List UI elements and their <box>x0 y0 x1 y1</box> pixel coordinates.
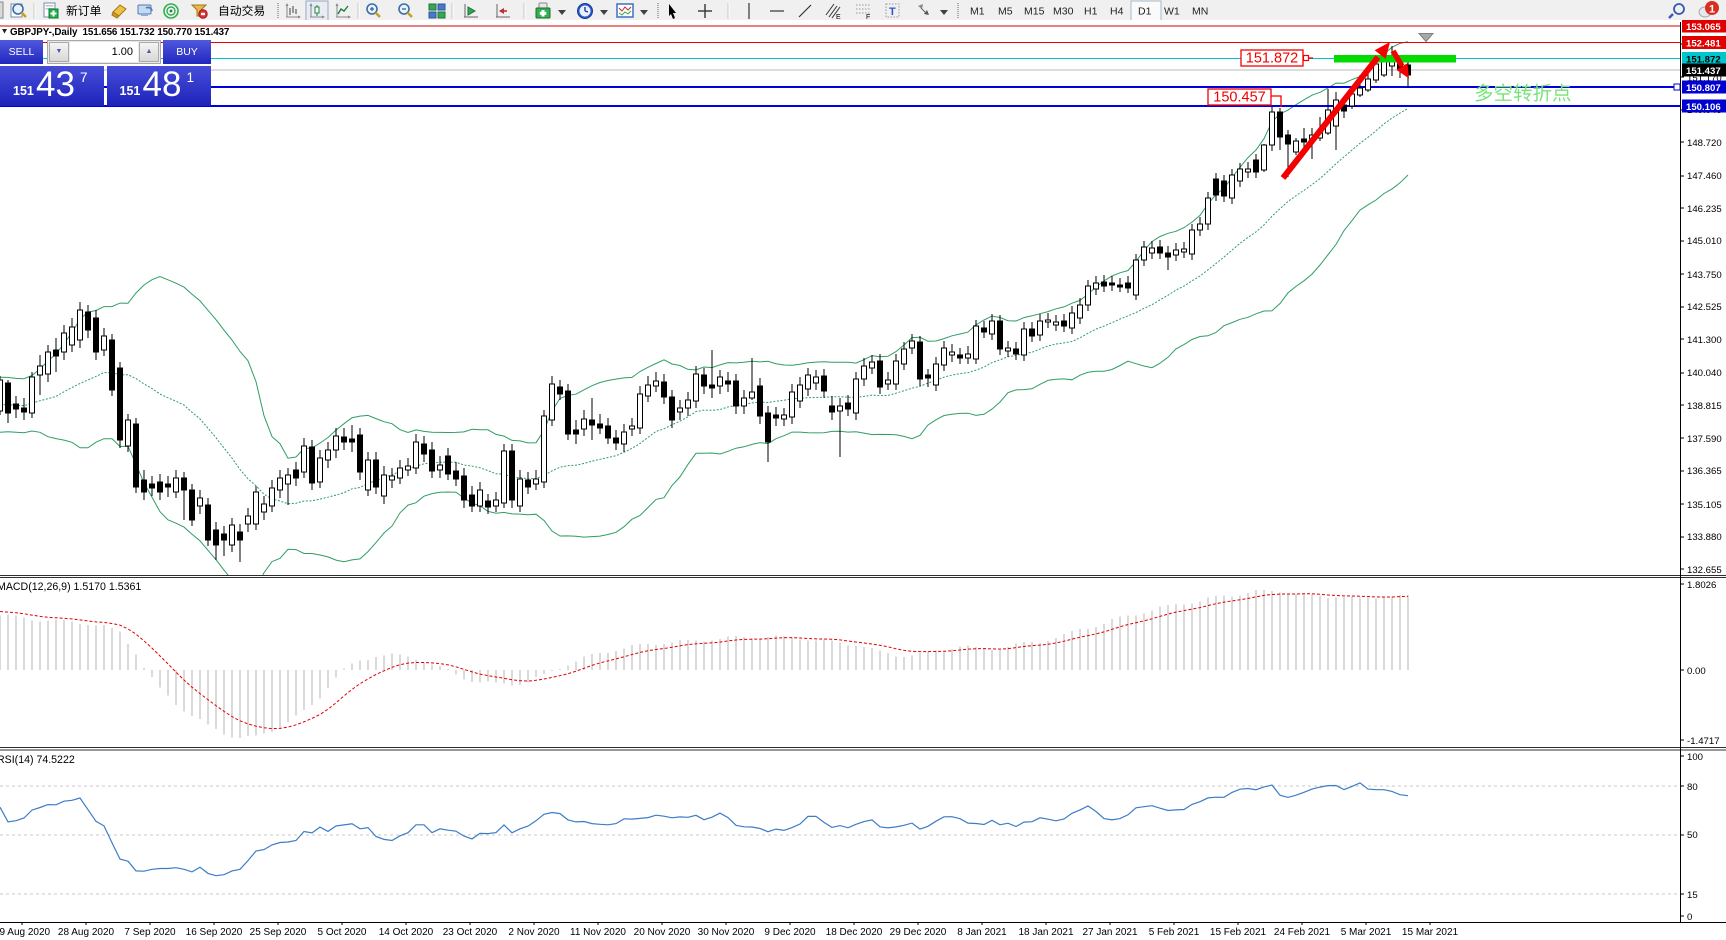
svg-text:16 Sep 2020: 16 Sep 2020 <box>186 927 243 938</box>
svg-text:M15: M15 <box>1024 6 1045 18</box>
svg-text:14 Oct 2020: 14 Oct 2020 <box>379 927 434 938</box>
svg-text:133.880: 133.880 <box>1687 532 1722 543</box>
svg-text:150.457: 150.457 <box>1213 90 1265 106</box>
svg-text:1: 1 <box>1709 4 1715 16</box>
svg-text:25 Sep 2020: 25 Sep 2020 <box>250 927 307 938</box>
svg-text:-1.4717: -1.4717 <box>1687 736 1720 747</box>
svg-text:M1: M1 <box>970 6 985 18</box>
svg-text:M5: M5 <box>998 6 1013 18</box>
svg-text:29 Dec 2020: 29 Dec 2020 <box>890 927 947 938</box>
svg-text:0.00: 0.00 <box>1687 666 1706 677</box>
svg-text:GBPJPY-,Daily 151.656 151.732: GBPJPY-,Daily 151.656 151.732 150.770 15… <box>10 27 230 38</box>
svg-text:18 Dec 2020: 18 Dec 2020 <box>826 927 883 938</box>
svg-text:5 Mar 2021: 5 Mar 2021 <box>1341 927 1392 938</box>
svg-text:H4: H4 <box>1110 6 1124 18</box>
svg-text:30 Nov 2020: 30 Nov 2020 <box>698 927 755 938</box>
svg-text:151.872: 151.872 <box>1686 54 1721 65</box>
svg-text:150.807: 150.807 <box>1686 83 1721 94</box>
svg-text:2 Nov 2020: 2 Nov 2020 <box>508 927 560 938</box>
svg-text:H1: H1 <box>1084 6 1098 18</box>
svg-text:147.460: 147.460 <box>1687 171 1722 182</box>
svg-text:20 Nov 2020: 20 Nov 2020 <box>634 927 691 938</box>
svg-text:132.655: 132.655 <box>1687 565 1722 576</box>
svg-text:28 Aug 2020: 28 Aug 2020 <box>58 927 115 938</box>
svg-text:135.105: 135.105 <box>1687 500 1722 511</box>
svg-text:148.720: 148.720 <box>1687 138 1722 149</box>
svg-text:0: 0 <box>1687 912 1692 923</box>
svg-text:15: 15 <box>1687 890 1698 901</box>
svg-text:152.481: 152.481 <box>1686 38 1721 49</box>
svg-text:151.437: 151.437 <box>1686 66 1721 77</box>
svg-text:MACD(12,26,9) 1.5170 1.5361: MACD(12,26,9) 1.5170 1.5361 <box>0 581 141 593</box>
svg-text:8 Jan 2021: 8 Jan 2021 <box>957 927 1007 938</box>
svg-text:19 Aug 2020: 19 Aug 2020 <box>0 927 51 938</box>
svg-text:151.872: 151.872 <box>1246 51 1298 67</box>
svg-text:7 Sep 2020: 7 Sep 2020 <box>124 927 176 938</box>
svg-text:MN: MN <box>1192 6 1208 18</box>
svg-text:M30: M30 <box>1053 6 1074 18</box>
svg-text:138.815: 138.815 <box>1687 401 1722 412</box>
svg-text:50: 50 <box>1687 830 1698 841</box>
svg-text:136.365: 136.365 <box>1687 466 1722 477</box>
svg-text:140.040: 140.040 <box>1687 368 1722 379</box>
svg-text:151.170: 151.170 <box>1687 73 1722 84</box>
svg-text:9 Dec 2020: 9 Dec 2020 <box>764 927 816 938</box>
svg-text:143.750: 143.750 <box>1687 270 1722 281</box>
svg-text:F: F <box>866 14 870 21</box>
svg-text:150.106: 150.106 <box>1686 102 1721 113</box>
svg-text:E: E <box>836 14 841 21</box>
svg-text:5 Oct 2020: 5 Oct 2020 <box>318 927 367 938</box>
svg-text:23 Oct 2020: 23 Oct 2020 <box>443 927 498 938</box>
svg-text:80: 80 <box>1687 782 1698 793</box>
svg-text:RSI(14) 74.5222: RSI(14) 74.5222 <box>0 754 75 766</box>
svg-text:15 Mar 2021: 15 Mar 2021 <box>1402 927 1459 938</box>
svg-text:146.235: 146.235 <box>1687 204 1722 215</box>
svg-text:153.065: 153.065 <box>1686 22 1721 33</box>
svg-text:W1: W1 <box>1164 6 1180 18</box>
svg-text:T: T <box>889 6 896 18</box>
svg-text:145.010: 145.010 <box>1687 236 1722 247</box>
svg-text:5 Feb 2021: 5 Feb 2021 <box>1149 927 1200 938</box>
svg-text:27 Jan 2021: 27 Jan 2021 <box>1082 927 1137 938</box>
svg-text:24 Feb 2021: 24 Feb 2021 <box>1274 927 1331 938</box>
svg-text:137.590: 137.590 <box>1687 434 1722 445</box>
svg-text:100: 100 <box>1687 752 1703 763</box>
svg-text:18 Jan 2021: 18 Jan 2021 <box>1018 927 1073 938</box>
svg-text:141.300: 141.300 <box>1687 335 1722 346</box>
svg-text:15 Feb 2021: 15 Feb 2021 <box>1210 927 1267 938</box>
svg-text:1.8026: 1.8026 <box>1687 580 1716 591</box>
svg-text:11 Nov 2020: 11 Nov 2020 <box>570 927 626 938</box>
svg-text:142.525: 142.525 <box>1687 302 1722 313</box>
svg-text:D1: D1 <box>1138 6 1152 18</box>
